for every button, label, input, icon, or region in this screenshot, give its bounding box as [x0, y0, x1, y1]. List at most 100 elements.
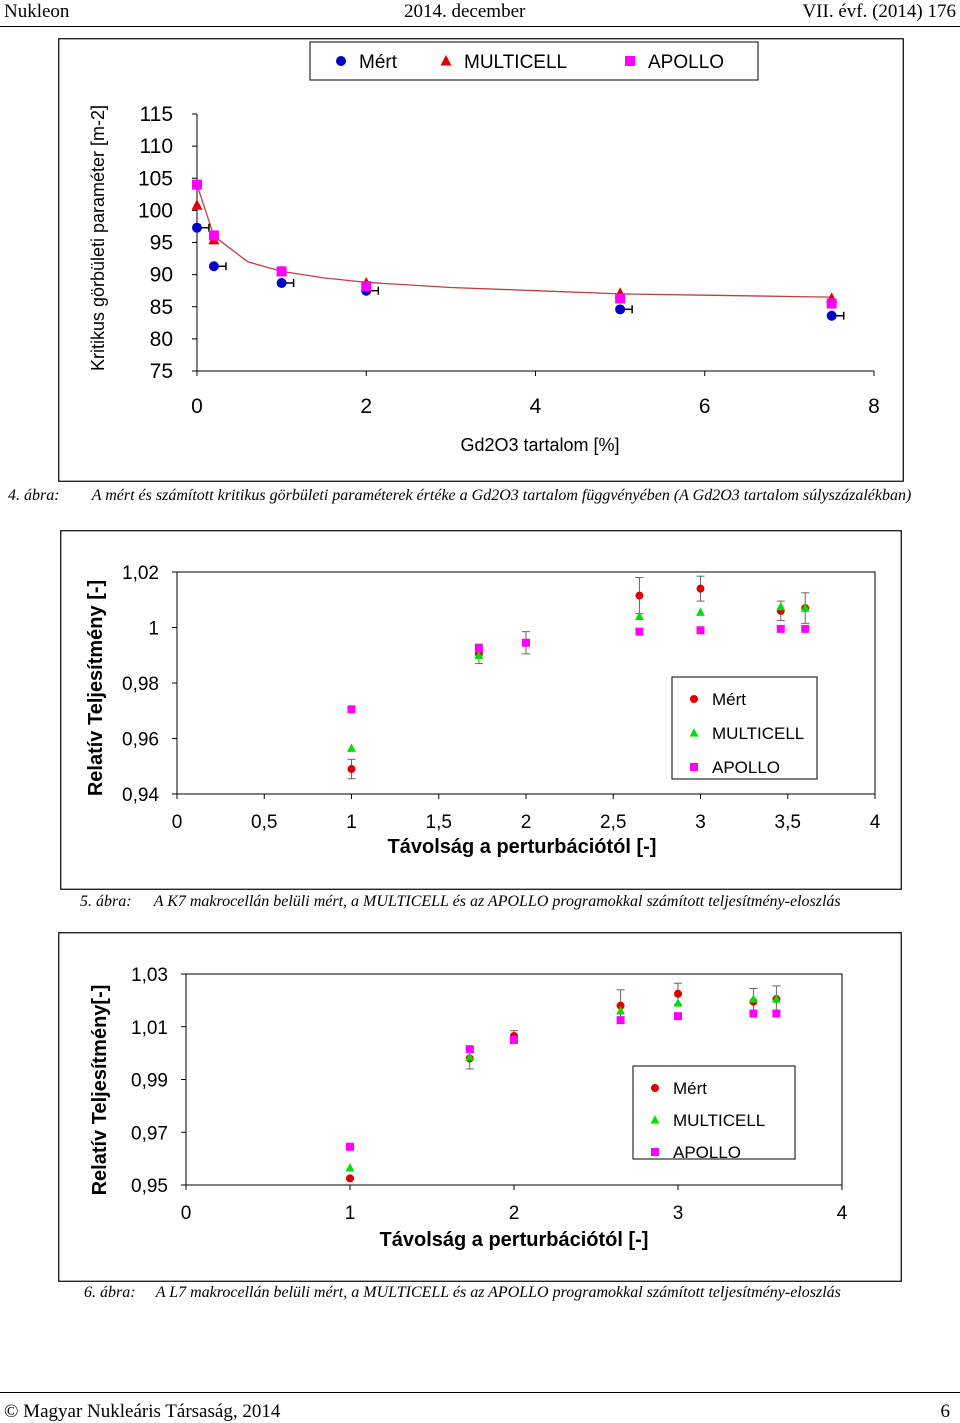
data-point-apollo [826, 298, 837, 309]
legend-marker [690, 695, 698, 703]
legend-marker [650, 1115, 660, 1124]
y-tick-label: 0,95 [131, 1176, 168, 1197]
data-point-apollo [522, 638, 530, 647]
y-tick-label: 90 [150, 264, 173, 287]
legend-marker [625, 56, 635, 66]
legend-label: APOLLO [648, 52, 724, 73]
page-footer: © Magyar Nukleáris Társaság, 2014 6 [0, 1392, 960, 1422]
x-axis-label: Távolság a perturbációtól [-] [388, 836, 657, 858]
legend-box [632, 1065, 796, 1160]
y-tick-label: 110 [140, 135, 173, 158]
x-tick-label: 4 [837, 1203, 848, 1224]
data-point-apollo [772, 1009, 781, 1018]
y-tick-label: 95 [150, 232, 173, 255]
y-tick-label: 0,96 [122, 730, 159, 751]
data-point-apollo [616, 1016, 625, 1025]
x-tick-label: 1 [346, 812, 357, 833]
caption-number: 6. ábra: [84, 1284, 136, 1301]
data-point-multicell [749, 994, 758, 1003]
x-tick-label: 4 [530, 395, 542, 418]
x-axis-label: Távolság a perturbációtól [-] [380, 1229, 649, 1251]
x-tick-label: 6 [699, 395, 711, 418]
data-point-apollo [801, 624, 810, 633]
data-point-mért [192, 222, 202, 233]
legend-label: APOLLO [673, 1143, 741, 1162]
legend-label: MULTICELL [464, 52, 567, 73]
x-tick-label: 2,5 [600, 812, 626, 833]
figure-6-chart: 0,95 0,97 0,99 1,01 1,03 0 1 2 3 4 Távolság a pert… [58, 932, 902, 1282]
y-axis-label: Kritikus görbületi paraméter [m-2] [88, 105, 108, 371]
data-point-apollo [615, 293, 626, 304]
legend-box [671, 676, 818, 780]
data-point-multicell [474, 650, 484, 659]
legend-label: MULTICELL [712, 724, 804, 743]
data-point-multicell [347, 743, 356, 752]
data-point-multicell [465, 1052, 475, 1061]
y-tick-label: 85 [150, 296, 173, 319]
data-point-mért [615, 304, 626, 315]
y-tick-label: 0,98 [122, 674, 159, 695]
y-tick-label: 80 [150, 328, 173, 351]
data-point-mért [276, 277, 287, 288]
chart-frame [58, 38, 904, 482]
y-tick-label: 105 [138, 167, 173, 190]
x-tick-label: 3 [673, 1203, 684, 1224]
caption-number: 4. ábra: [8, 487, 60, 504]
legend-label: Mért [673, 1079, 707, 1098]
journal-name: Nukleon [4, 1, 70, 22]
data-point-multicell [635, 611, 644, 620]
caption-text: A K7 makrocellán belüli mért, a MULTICEL… [153, 893, 841, 910]
data-point-mért [616, 1001, 625, 1010]
chart-frame [60, 530, 902, 890]
legend-label: MULTICELL [673, 1111, 765, 1130]
x-tick-label: 8 [868, 395, 880, 418]
data-point-multicell [696, 607, 705, 616]
data-point-apollo [776, 624, 785, 633]
figure-6-caption: 6. ábra: A L7 makrocellán belüli mért, a… [84, 1284, 841, 1302]
data-point-multicell [776, 601, 786, 611]
legend-marker [651, 1148, 659, 1156]
data-point-apollo [474, 644, 483, 653]
caption-text: A L7 makrocellán belüli mért, a MULTICEL… [155, 1284, 841, 1301]
legend-marker [689, 728, 699, 737]
data-point-mért [826, 310, 837, 321]
legend-marker [651, 1084, 659, 1092]
data-point-mért [696, 584, 705, 593]
x-axis-label: Gd2O3 tartalom [%] [460, 435, 619, 455]
legend-marker [336, 56, 346, 66]
x-tick-label: 0 [181, 1203, 192, 1224]
data-point-apollo [635, 627, 644, 636]
data-point-mért [347, 765, 356, 774]
page-number: 6 [940, 1401, 951, 1422]
legend-label: Mért [359, 52, 398, 73]
data-point-apollo [465, 1045, 474, 1054]
y-tick-label: 100 [138, 199, 173, 222]
data-point-multicell [616, 1006, 625, 1015]
copyright: © Magyar Nukleáris Társaság, 2014 [4, 1401, 281, 1422]
data-point-multicell [772, 994, 781, 1003]
figure-5-caption: 5. ábra: A K7 makrocellán belüli mért, a… [80, 893, 841, 911]
x-tick-label: 0,5 [251, 812, 277, 833]
legend-box [309, 41, 759, 81]
data-point-apollo [192, 179, 202, 190]
data-point-apollo [696, 626, 705, 635]
x-tick-label: 3,5 [775, 812, 801, 833]
figure-4-chart: 75 80 85 90 95 100 105 110 115 0 2 4 6 8 Gd2O3 tartalo… [58, 38, 904, 482]
legend-marker [690, 763, 698, 771]
y-tick-label: 115 [140, 103, 173, 126]
data-point-apollo [276, 266, 287, 277]
volume-info: VII. évf. (2014) 176 [802, 1, 956, 22]
y-tick-label: 0,97 [131, 1123, 168, 1144]
x-tick-label: 4 [870, 812, 881, 833]
y-axis-label: Relatív Teljesítmény [-] [85, 580, 107, 796]
figure-5-chart: 0,94 0,96 0,98 1 1,02 0 0,5 1 1,5 2 2,5 3 3,5 4 Távols… [60, 530, 902, 890]
fit-line [196, 184, 832, 298]
issue-date: 2014. december [404, 1, 526, 22]
x-tick-label: 1 [345, 1203, 356, 1224]
x-tick-label: 2 [521, 812, 532, 833]
data-point-mért [674, 989, 682, 998]
x-tick-label: 3 [695, 812, 706, 833]
data-point-apollo [510, 1035, 518, 1044]
legend-label: APOLLO [712, 758, 780, 777]
y-tick-label: 75 [150, 360, 173, 383]
